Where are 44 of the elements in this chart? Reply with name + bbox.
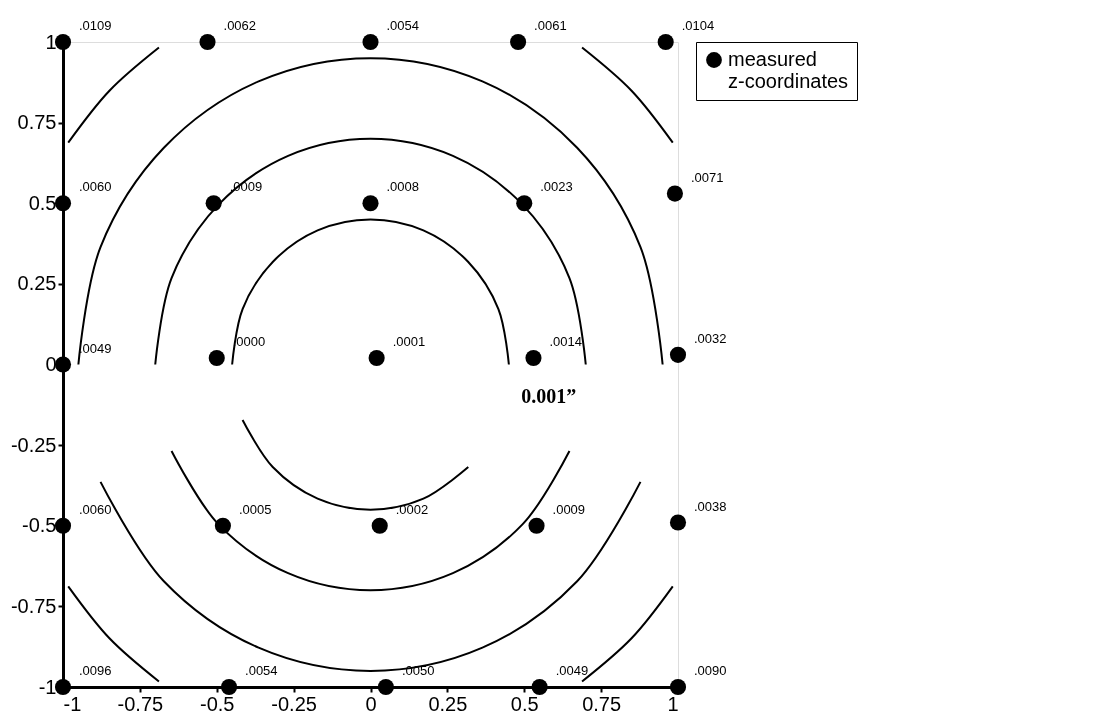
annotation: .0104 [681,18,715,33]
line-series [154,137,587,366]
x-tick-label: 0 [365,692,377,715]
x-tick-label: 1 [667,692,679,715]
annotation: .0038 [694,498,727,514]
y-tick-label: -0.25 [10,433,57,456]
annotation: 0.001” [521,384,577,407]
y-tick-label: 0.25 [17,272,57,295]
line-series [77,57,664,366]
annotation: .0060 [79,179,112,195]
annotation: .0062 [223,18,257,33]
annotation: .0090 [694,663,727,678]
annotation: .0001 [392,334,426,350]
annotation: .0071 [690,169,724,185]
annotation: .0032 [694,330,727,346]
line-series [231,218,510,366]
x-tick-label: -0.75 [117,692,164,715]
annotation: .0014 [549,334,583,350]
x-tick-label: 0.25 [428,692,468,715]
x-tick-label: -1 [63,692,82,715]
x-tick-label: -0.25 [271,692,317,715]
y-tick-label: 0.75 [17,111,57,134]
annotation: .0008 [386,179,420,195]
y-tick-label: 1 [45,30,57,53]
y-tick-label: -0.75 [10,594,57,617]
annotation: .0023 [540,179,573,195]
annotation: .0109 [79,18,112,33]
annotation: .0054 [245,663,278,678]
annotation: .0049 [555,663,589,678]
annotation: .0060 [79,501,112,517]
annotation: .0054 [386,18,420,33]
y-tick-label: 0.5 [28,191,57,214]
x-tick-label: 0.5 [510,692,539,715]
y-tick-label: 0 [45,353,57,375]
y-tick-label: -0.5 [22,514,57,537]
x-tick-label: -0.5 [200,692,235,715]
y-tick-label: -1 [38,675,57,698]
annotation: .0005 [238,501,272,517]
annotation: .0009 [552,501,586,517]
annotation: .0096 [79,663,112,678]
annotation: .0000 [232,334,266,350]
legend-label: measured z-coordinates [728,48,849,92]
x-tick-label: 0.75 [582,692,622,715]
annotation: .0061 [534,18,567,33]
